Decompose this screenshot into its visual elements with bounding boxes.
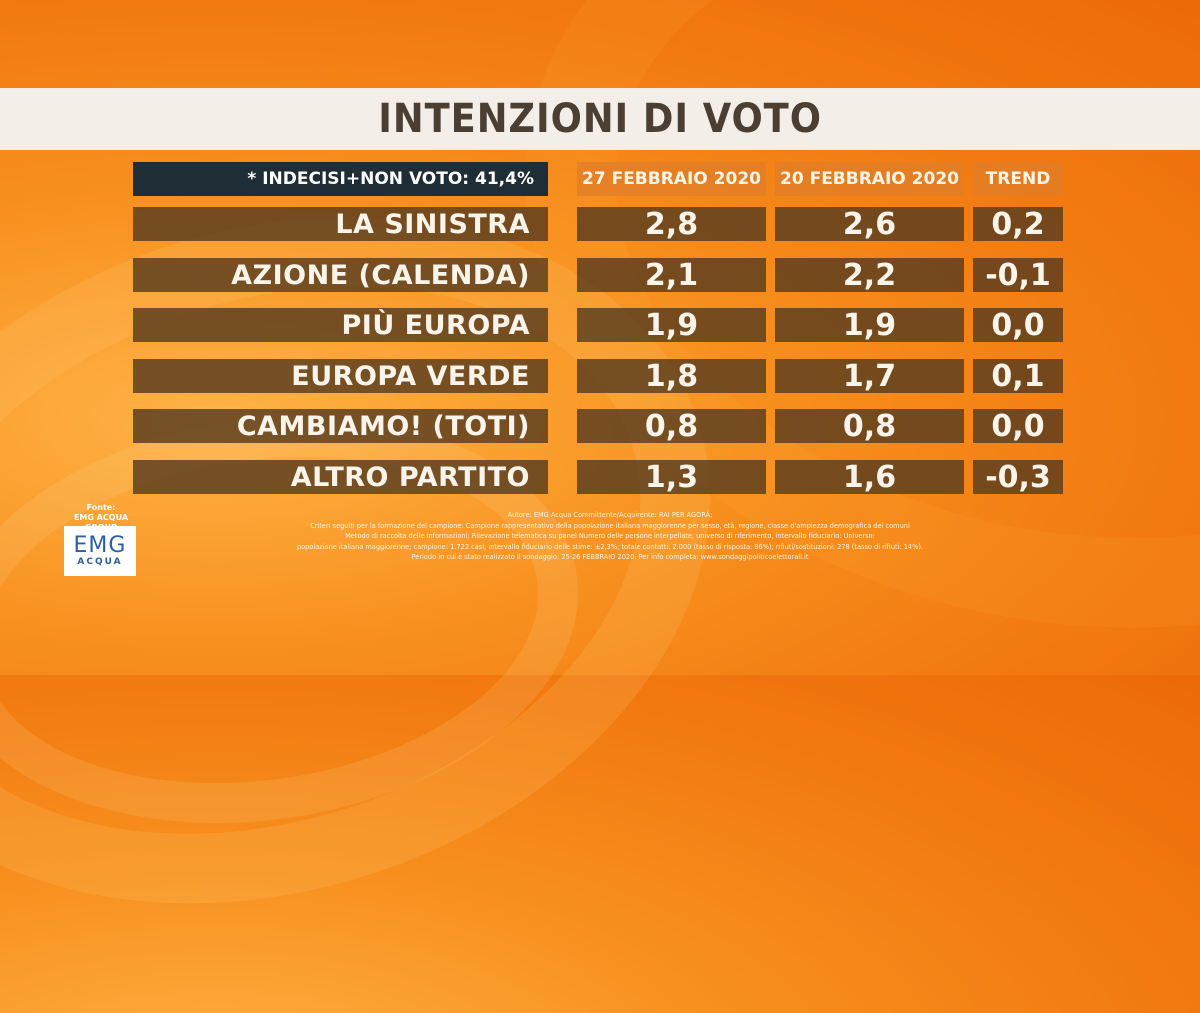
vote-value: 1,8 bbox=[577, 359, 766, 394]
trend-value: 0,0 bbox=[973, 308, 1063, 343]
page-title: INTENZIONI DI VOTO bbox=[378, 96, 822, 142]
column-header: 27 FEBBRAIO 2020 bbox=[577, 162, 766, 196]
trend-value: 0,1 bbox=[973, 359, 1063, 394]
logo-text: EMG bbox=[73, 533, 127, 558]
vote-value: 1,7 bbox=[775, 359, 964, 394]
column-header: 20 FEBBRAIO 2020 bbox=[775, 162, 964, 196]
party-label: LA SINISTRA bbox=[133, 207, 548, 241]
footnote-line: Periodo in cui è stato realizzato il son… bbox=[411, 553, 809, 561]
footnote-line: Metodo di raccolta delle informazioni: R… bbox=[345, 532, 875, 540]
footnote-line: popolazione italiana maggiorenne; campio… bbox=[296, 542, 924, 551]
trend-value: -0,3 bbox=[973, 460, 1063, 495]
party-label: AZIONE (CALENDA) bbox=[133, 258, 548, 292]
trend-value: 0,2 bbox=[973, 207, 1063, 242]
party-label: ALTRO PARTITO bbox=[133, 460, 548, 494]
logo-subtext: ACQUA bbox=[77, 557, 123, 567]
party-label: EUROPA VERDE bbox=[133, 359, 548, 393]
footnote-line: Autore: EMG Acqua Committente/Acquirente… bbox=[507, 511, 713, 519]
vote-value: 2,1 bbox=[577, 258, 766, 293]
vote-value: 1,3 bbox=[577, 460, 766, 495]
trend-value: -0,1 bbox=[973, 258, 1063, 293]
column-header: TREND bbox=[973, 162, 1063, 196]
party-label: CAMBIAMO! (TOTI) bbox=[133, 409, 548, 443]
vote-value: 1,6 bbox=[775, 460, 964, 495]
vote-value: 0,8 bbox=[775, 409, 964, 444]
vote-value: 0,8 bbox=[577, 409, 766, 444]
undecided-note: * INDECISI+NON VOTO: 41,4% bbox=[133, 162, 548, 196]
vote-value: 1,9 bbox=[577, 308, 766, 343]
footnote-line: Criteri seguiti per la formazione del ca… bbox=[310, 521, 910, 530]
party-label: PIÙ EUROPA bbox=[133, 308, 548, 342]
source-prefix: Fonte: bbox=[86, 503, 116, 512]
vote-value: 2,2 bbox=[775, 258, 964, 293]
background-swirl bbox=[0, 377, 605, 863]
title-band: INTENZIONI DI VOTO bbox=[0, 88, 1200, 150]
emg-logo: EMG ACQUA bbox=[64, 526, 136, 576]
vote-value: 1,9 bbox=[775, 308, 964, 343]
trend-value: 0,0 bbox=[973, 409, 1063, 444]
vote-value: 2,8 bbox=[577, 207, 766, 242]
methodology-footnote: Autore: EMG Acqua Committente/Acquirente… bbox=[250, 510, 970, 563]
vote-value: 2,6 bbox=[775, 207, 964, 242]
